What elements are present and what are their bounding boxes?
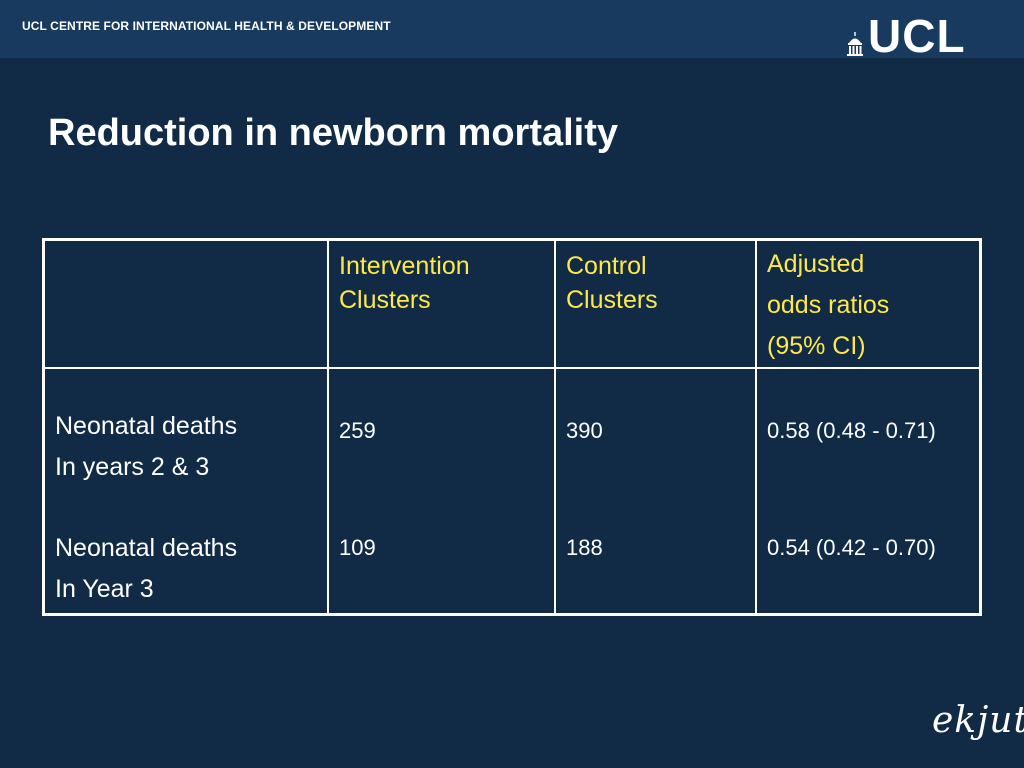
ekjut-logo: ekjut: [932, 700, 1024, 741]
header-control-clusters: Control Clusters: [554, 238, 757, 369]
row-labels-cell: Neonatal deaths In years 2 & 3 Neonatal …: [42, 367, 329, 615]
control-values-cell: 390 188: [554, 367, 757, 615]
organization-name: UCL CENTRE FOR INTERNATIONAL HEALTH & DE…: [22, 19, 391, 33]
header-bar: UCL CENTRE FOR INTERNATIONAL HEALTH & DE…: [0, 0, 1024, 62]
header-line: Clusters: [566, 286, 658, 314]
mortality-table: Intervention Clusters Control Clusters A…: [42, 238, 982, 616]
header-adjusted-odds-ratios: Adjusted odds ratios (95% CI): [755, 238, 982, 369]
header-intervention-clusters: Intervention Clusters: [327, 238, 556, 369]
ucl-logo-text: UCL: [868, 10, 966, 62]
header-line: Control: [566, 252, 647, 280]
header-line: Adjusted: [767, 250, 865, 278]
empty-header-cell: [42, 238, 329, 369]
table-row: Neonatal deaths In years 2 & 3 Neonatal …: [42, 367, 982, 615]
odds-ratio-value: 0.54 (0.42 - 0.70): [767, 535, 936, 560]
row-label-line: Neonatal deaths: [55, 412, 238, 440]
odds-ratio-values-cell: 0.58 (0.48 - 0.71) 0.54 (0.42 - 0.70): [755, 367, 982, 615]
control-value: 390: [566, 418, 603, 443]
row-label-line: In years 2 & 3: [55, 453, 210, 481]
header-line: Clusters: [339, 286, 431, 314]
header-line: Intervention: [339, 252, 470, 280]
row-label-line: In Year 3: [55, 575, 154, 603]
row-label-line: Neonatal deaths: [55, 534, 238, 562]
intervention-value: 259: [339, 418, 376, 443]
table-header-row: Intervention Clusters Control Clusters A…: [42, 238, 982, 369]
control-value: 188: [566, 535, 603, 560]
header-line: odds ratios: [767, 291, 890, 319]
header-line: (95% CI): [767, 332, 866, 360]
portico-dome-icon: [847, 32, 863, 56]
intervention-value: 109: [339, 535, 376, 560]
odds-ratio-value: 0.58 (0.48 - 0.71): [767, 418, 936, 443]
intervention-values-cell: 259 109: [327, 367, 556, 615]
ucl-logo: UCL: [846, 10, 966, 62]
row-spacer: [55, 488, 317, 528]
slide-title: Reduction in newborn mortality: [48, 112, 619, 154]
